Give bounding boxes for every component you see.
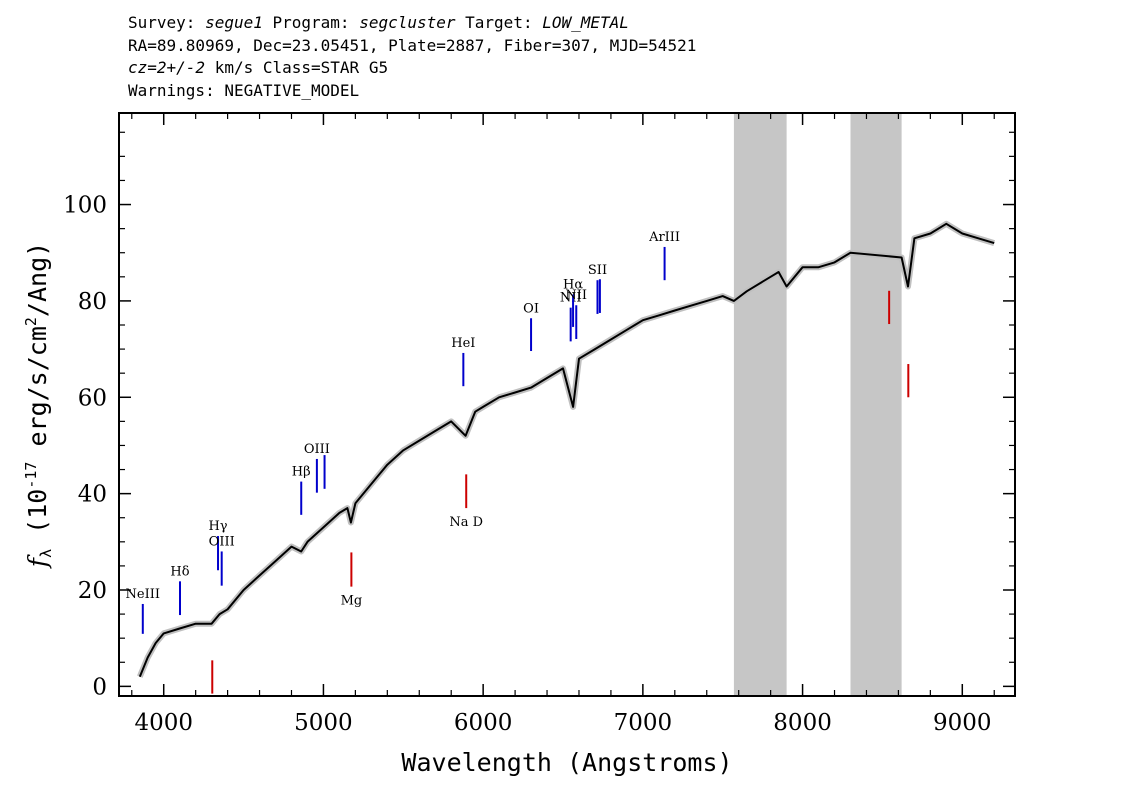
masked-band: [733, 113, 787, 696]
emission-line-label: NeIII: [126, 587, 160, 602]
emission-line-label: Hγ: [208, 519, 227, 534]
emission-line-label: NII: [560, 291, 582, 306]
axis-ticks: 4000 5000 6000 7000 8000 9000 0 20 40 60 80 100: [63, 113, 1015, 736]
x-tick-label: 8000: [773, 710, 832, 736]
header-line-coordinates: RA=89.80969, Dec=23.05451, Plate=2887, F…: [128, 35, 697, 55]
x-tick-label: 7000: [614, 710, 673, 736]
header-line-warnings: Warnings: NEGATIVE_MODEL: [128, 80, 360, 100]
header-line-survey: Survey: segue1 Program: segcluster Targe…: [128, 12, 696, 35]
x-axis-title: Wavelength (Angstroms): [401, 748, 732, 777]
masked-band: [850, 113, 902, 696]
program-value: segcluster: [359, 13, 456, 32]
y-tick-label: 40: [78, 482, 107, 508]
y-axis-title: fλ (10-17 erg/s/cm2/Ang): [22, 242, 55, 569]
y-tick-label: 100: [63, 193, 107, 219]
target-value: LOW_METAL: [542, 13, 629, 32]
x-tick-label: 9000: [933, 710, 992, 736]
emission-line-label: OIII: [304, 442, 330, 457]
emission-line-label: Hα: [563, 278, 583, 293]
y-tick-label: 0: [92, 674, 107, 700]
emission-line-label: OIII: [209, 534, 235, 549]
spectrum-header: Survey: segue1 Program: segcluster Targe…: [128, 12, 696, 102]
x-tick-label: 6000: [454, 710, 513, 736]
masked-bands: [733, 113, 902, 696]
spectral-line-markers: NeIIIHδHγOIIIHβOIIIHeIOINIIHαNIISIIArIII…: [126, 230, 910, 694]
class-text: km/s Class=STAR G5: [205, 58, 389, 77]
flux-line: [138, 222, 995, 678]
emission-line-label: HeI: [451, 336, 475, 351]
spectrum-series: [137, 220, 996, 678]
y-tick-label: 20: [78, 578, 107, 604]
emission-line-label: NII: [565, 288, 587, 303]
y-tick-label: 60: [78, 385, 107, 411]
emission-line-label: ArIII: [648, 230, 680, 245]
target-label: Target:: [455, 13, 543, 32]
y-tick-label: 80: [78, 289, 107, 315]
absorption-line-label: Na D: [449, 515, 483, 530]
emission-line-label: Hβ: [292, 465, 311, 480]
emission-line-label: Hδ: [170, 564, 189, 579]
x-tick-label: 4000: [134, 710, 193, 736]
cz-value: cz=2+/-2: [128, 58, 206, 77]
emission-line-label: SII: [588, 263, 607, 278]
survey-label: Survey:: [128, 13, 206, 32]
emission-line-label: OI: [523, 301, 539, 316]
plot-frame: [118, 112, 1016, 697]
header-line-class: cz=2+/-2 km/s Class=STAR G5: [128, 57, 696, 80]
survey-value: segue1: [205, 13, 263, 32]
x-tick-label: 5000: [294, 710, 353, 736]
program-label: Program:: [262, 13, 360, 32]
absorption-line-label: Mg: [341, 594, 363, 609]
